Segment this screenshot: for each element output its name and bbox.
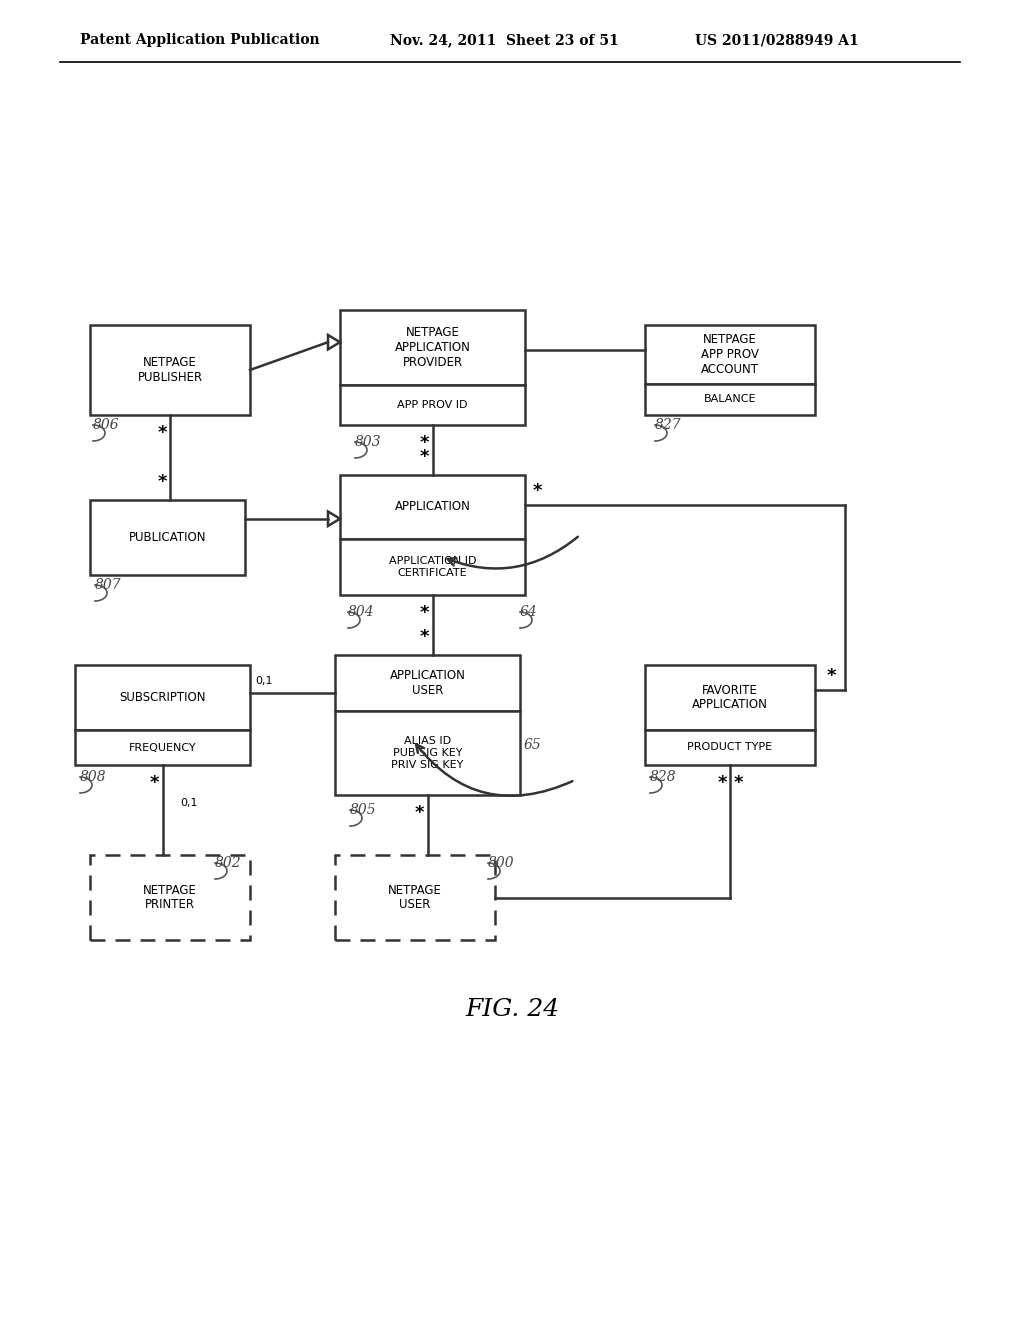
Text: *: * [420,628,429,645]
Text: 802: 802 [215,855,242,870]
Text: SUBSCRIPTION: SUBSCRIPTION [119,690,206,704]
Text: 808: 808 [80,770,106,784]
Polygon shape [328,335,340,350]
Text: *: * [158,424,167,442]
Text: 807: 807 [95,578,122,591]
Bar [90,855,250,940]
Bar [645,325,815,384]
Bar [340,310,525,384]
Text: *: * [158,473,167,491]
Text: Patent Application Publication: Patent Application Publication [80,33,319,48]
Text: Nov. 24, 2011  Sheet 23 of 51: Nov. 24, 2011 Sheet 23 of 51 [390,33,618,48]
Text: PUBLICATION: PUBLICATION [129,531,206,544]
Text: PRODUCT TYPE: PRODUCT TYPE [687,742,772,752]
Bar [90,325,250,414]
Polygon shape [328,512,340,525]
Text: BALANCE: BALANCE [703,395,757,404]
Bar [340,539,525,595]
Text: NETPAGE
APP PROV
ACCOUNT: NETPAGE APP PROV ACCOUNT [701,333,759,376]
Bar [75,665,250,730]
Text: 806: 806 [93,418,120,432]
Text: NETPAGE
USER: NETPAGE USER [388,883,442,912]
Text: *: * [415,804,424,822]
Bar [335,711,520,795]
Text: US 2011/0288949 A1: US 2011/0288949 A1 [695,33,859,48]
Bar [645,730,815,766]
Text: APPLICATION: APPLICATION [394,500,470,513]
Text: ALIAS ID
PUB SIG KEY
PRIV SIG KEY: ALIAS ID PUB SIG KEY PRIV SIG KEY [391,737,464,770]
Text: *: * [532,482,542,500]
Bar [645,665,815,730]
Text: *: * [826,667,836,685]
Text: *: * [420,447,429,466]
Text: NETPAGE
PRINTER: NETPAGE PRINTER [143,883,197,912]
Text: 64: 64 [520,605,538,619]
Text: 800: 800 [488,855,515,870]
Text: 804: 804 [348,605,375,619]
Text: APP PROV ID: APP PROV ID [397,400,468,411]
Text: 805: 805 [350,803,377,817]
Bar [340,384,525,425]
Text: 0,1: 0,1 [255,676,272,686]
Bar [335,655,520,711]
Text: APPLICATION ID
CERTIFICATE: APPLICATION ID CERTIFICATE [389,556,476,578]
Text: *: * [717,774,727,792]
Text: 0,1: 0,1 [180,799,198,808]
Text: *: * [420,605,429,622]
Text: NETPAGE
APPLICATION
PROVIDER: NETPAGE APPLICATION PROVIDER [394,326,470,368]
Text: *: * [420,434,429,451]
Text: 827: 827 [655,418,682,432]
Text: FAVORITE
APPLICATION: FAVORITE APPLICATION [692,684,768,711]
Bar [75,730,250,766]
Text: *: * [733,774,742,792]
Bar [335,855,495,940]
Bar [645,384,815,414]
Text: NETPAGE
PUBLISHER: NETPAGE PUBLISHER [137,356,203,384]
Text: *: * [150,774,160,792]
Text: APPLICATION
USER: APPLICATION USER [389,669,466,697]
Text: FREQUENCY: FREQUENCY [129,742,197,752]
Bar [90,500,245,576]
Text: 828: 828 [650,770,677,784]
Text: 803: 803 [355,436,382,449]
Text: 65: 65 [524,738,542,752]
Text: FIG. 24: FIG. 24 [465,998,559,1022]
Bar [340,475,525,539]
